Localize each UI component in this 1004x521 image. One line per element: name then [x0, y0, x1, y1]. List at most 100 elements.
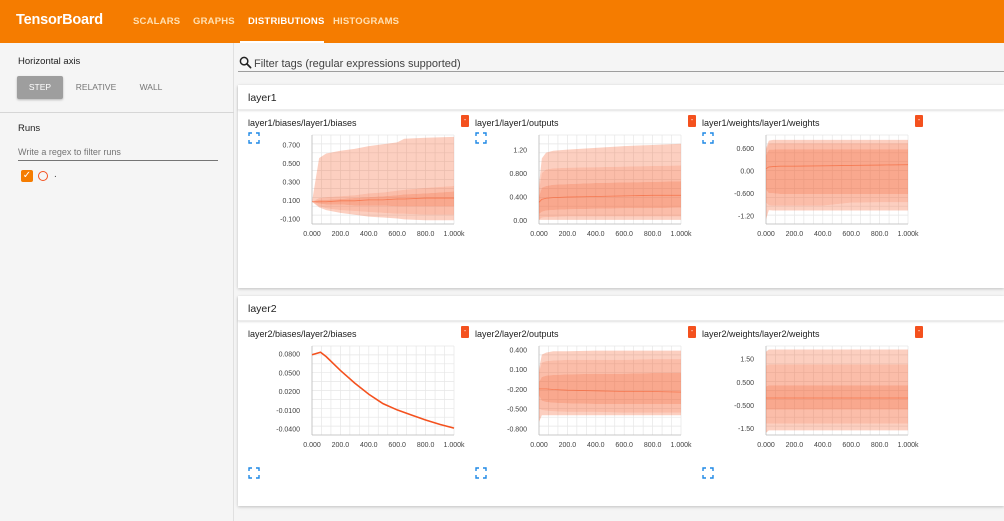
x-tick-label: 400.0: [814, 231, 832, 238]
y-tick-label: -0.0400: [276, 427, 300, 434]
fullscreen-icon[interactable]: [475, 132, 487, 144]
distribution-band: [539, 388, 681, 405]
tag-filter-underline: [238, 71, 1004, 72]
x-tick-label: 600.0: [388, 231, 406, 238]
median-line: [312, 197, 454, 203]
group-title: layer1: [248, 92, 277, 104]
distribution-band: [539, 195, 681, 215]
run-color-circle[interactable]: [38, 171, 48, 181]
group-header-layer2[interactable]: layer2: [238, 296, 1004, 321]
distribution-band: [766, 164, 908, 194]
distribution-band: [312, 191, 454, 202]
x-tick-label: 800.0: [644, 231, 662, 238]
y-tick-label: -0.500: [734, 403, 754, 410]
run-regex-input[interactable]: [18, 144, 218, 161]
group-title: layer2: [248, 303, 277, 315]
chart-card: layer2/biases/layer2/biases - 0.0800 0.05…: [248, 326, 472, 485]
fullscreen-icon[interactable]: [248, 467, 260, 479]
y-tick-label: 1.50: [740, 357, 754, 364]
axis-relative-button[interactable]: RELATIVE: [75, 82, 117, 92]
x-tick-label: 600.0: [615, 442, 633, 449]
distribution-chart: 0.700 0.500 0.300 0.100 -0.100 0.000 200.0 400.…: [280, 134, 465, 238]
distribution-band: [539, 207, 681, 220]
axis-step-button[interactable]: STEP: [17, 76, 63, 99]
distribution-band: [766, 398, 908, 410]
x-tick-label: 400.0: [587, 231, 605, 238]
x-tick-label: 600.0: [615, 231, 633, 238]
tab-histograms[interactable]: HISTOGRAMS: [333, 16, 400, 27]
distribution-band: [766, 139, 908, 151]
tab-graphs[interactable]: GRAPHS: [193, 16, 235, 27]
y-tick-label: -0.200: [507, 387, 527, 394]
chart-card: layer2/layer2/outputs - 0.400 0.100 -0.200…: [475, 326, 699, 485]
card-title: layer2/layer2/outputs: [475, 329, 559, 339]
fullscreen-icon[interactable]: [475, 467, 487, 479]
card-menu-icon[interactable]: -: [461, 326, 469, 338]
x-tick-label: 400.0: [360, 231, 378, 238]
group-layer1: layer1 layer1/biases/layer1/biases - 0.7…: [238, 85, 1004, 288]
fullscreen-icon[interactable]: [702, 132, 714, 144]
distribution-band: [539, 216, 681, 220]
y-tick-label: 0.400: [509, 347, 527, 354]
distribution-band: [312, 201, 454, 221]
card-menu-icon[interactable]: -: [688, 326, 696, 338]
x-tick-label: 0.000: [530, 442, 548, 449]
x-tick-label: 1.000k: [670, 231, 692, 238]
distribution-band: [766, 364, 908, 387]
x-tick-label: 800.0: [871, 442, 889, 449]
x-tick-label: 200.0: [559, 442, 577, 449]
y-tick-label: 0.800: [509, 171, 527, 178]
y-tick-label: 0.100: [509, 367, 527, 374]
distribution-band: [539, 165, 681, 197]
distribution-chart: 1.50 0.500 -0.500 -1.50 0.000 200.0 400.0 600.0…: [734, 345, 919, 449]
x-tick-label: 0.000: [303, 231, 321, 238]
median-line: [538, 194, 681, 203]
x-tick-label: 800.0: [417, 231, 435, 238]
series-line: [311, 351, 455, 429]
card-title: layer1/layer1/outputs: [475, 118, 559, 128]
run-checkbox[interactable]: ✓: [21, 170, 33, 182]
distribution-band: [539, 181, 681, 203]
distribution-band: [539, 373, 681, 393]
y-tick-label: -1.20: [738, 214, 754, 221]
distribution-band: [539, 359, 681, 383]
card-menu-icon[interactable]: -: [915, 115, 923, 127]
fullscreen-icon[interactable]: [248, 132, 260, 144]
active-tab-indicator: [240, 41, 324, 43]
tab-scalars[interactable]: SCALARS: [133, 16, 181, 27]
group-header-layer1[interactable]: layer1: [238, 85, 1004, 110]
axis-wall-button[interactable]: WALL: [139, 82, 163, 92]
fullscreen-icon[interactable]: [702, 467, 714, 479]
distribution-band: [312, 185, 454, 202]
x-tick-label: 0.000: [757, 231, 775, 238]
x-tick-label: 800.0: [871, 231, 889, 238]
card-title: layer2/biases/layer2/biases: [248, 329, 357, 339]
x-tick-label: 1.000k: [670, 442, 692, 449]
y-tick-label: -0.800: [507, 426, 527, 433]
distribution-band: [539, 350, 681, 373]
distribution-band: [539, 395, 681, 413]
distribution-chart: 0.600 0.00 -0.600 -1.20 0.000 200.0 400.0 600.0…: [734, 134, 919, 238]
chart-card: layer1/layer1/outputs - 1.20 0.800 0.400 0.…: [475, 115, 699, 274]
y-tick-label: 0.0500: [279, 370, 301, 377]
distribution-band: [766, 149, 908, 169]
distribution-band: [312, 198, 454, 207]
distribution-band: [539, 143, 681, 191]
sidebar-divider: [0, 112, 234, 113]
y-tick-label: 0.500: [282, 161, 300, 168]
card-menu-icon[interactable]: -: [688, 115, 696, 127]
x-tick-label: 1.000k: [897, 442, 919, 449]
sidebar: Horizontal axis STEP RELATIVE WALL Runs …: [0, 43, 234, 521]
card-menu-icon[interactable]: -: [915, 326, 923, 338]
card-menu-icon[interactable]: -: [461, 115, 469, 127]
tag-filter-input[interactable]: [254, 55, 1000, 72]
y-tick-label: -0.500: [507, 407, 527, 414]
median-line: [539, 388, 682, 393]
tab-distributions[interactable]: DISTRIBUTIONS: [248, 16, 325, 27]
distribution-band: [312, 136, 454, 202]
x-tick-label: 1.000k: [897, 231, 919, 238]
card-title: layer2/weights/layer2/weights: [702, 329, 820, 339]
y-tick-label: 0.00: [740, 169, 754, 176]
x-tick-label: 200.0: [786, 442, 804, 449]
y-tick-label: 0.600: [736, 146, 754, 153]
